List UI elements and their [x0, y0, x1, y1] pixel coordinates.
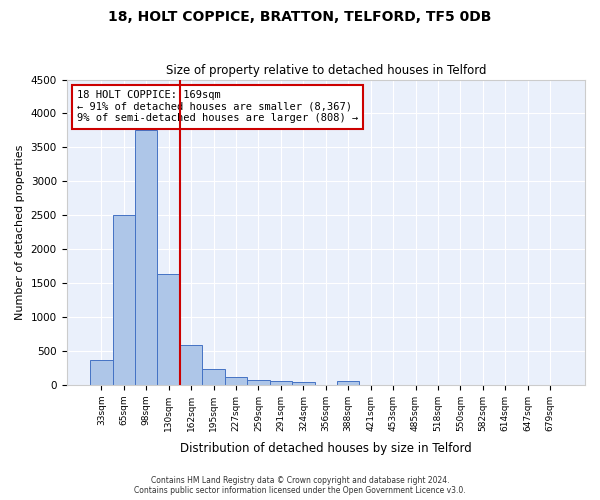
Text: Contains HM Land Registry data © Crown copyright and database right 2024.
Contai: Contains HM Land Registry data © Crown c…: [134, 476, 466, 495]
Bar: [135, 130, 157, 385]
Title: Size of property relative to detached houses in Telford: Size of property relative to detached ho…: [166, 64, 486, 77]
Text: 18 HOLT COPPICE: 169sqm
← 91% of detached houses are smaller (8,367)
9% of semi-: 18 HOLT COPPICE: 169sqm ← 91% of detache…: [77, 90, 358, 124]
Bar: [269, 382, 292, 385]
Text: 18, HOLT COPPICE, BRATTON, TELFORD, TF5 0DB: 18, HOLT COPPICE, BRATTON, TELFORD, TF5 …: [109, 10, 491, 24]
Bar: [202, 369, 225, 385]
Bar: [225, 378, 247, 385]
Bar: [157, 274, 180, 385]
Bar: [247, 380, 269, 385]
Y-axis label: Number of detached properties: Number of detached properties: [15, 144, 25, 320]
Bar: [292, 382, 314, 385]
X-axis label: Distribution of detached houses by size in Telford: Distribution of detached houses by size …: [180, 442, 472, 455]
Bar: [90, 360, 113, 385]
Bar: [113, 215, 135, 385]
Bar: [180, 345, 202, 385]
Bar: [337, 380, 359, 385]
